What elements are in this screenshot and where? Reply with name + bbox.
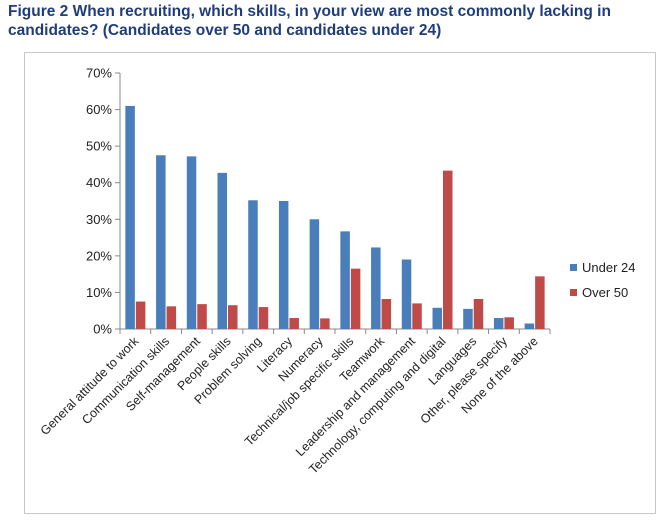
y-tick-label: 30% [86,212,112,227]
bar-over-50 [258,307,269,329]
bar-over-50 [197,304,207,329]
bar-under-24 [340,231,350,329]
bar-under-24 [186,156,197,329]
bar-under-24 [524,323,535,329]
y-tick-label: 60% [86,102,112,117]
y-tick-label: 50% [86,139,112,154]
bar-under-24 [401,259,412,329]
y-tick-label: 70% [86,66,112,81]
bar-over-50 [228,305,238,329]
bar-under-24 [278,201,289,329]
legend-label: Under 24 [582,260,635,275]
y-tick-label: 10% [86,285,112,300]
bar-over-50 [504,317,514,329]
y-tick-label: 40% [86,175,112,190]
bars [119,105,551,334]
bar-over-50 [289,318,299,329]
bar-over-50 [350,268,361,329]
bar-under-24 [217,172,227,329]
chart-title: Figure 2 When recruiting, which skills, … [8,3,611,39]
bar-under-24 [156,155,166,329]
bar-over-50 [166,306,177,329]
bar-over-50 [135,301,146,329]
legend-swatch [570,264,577,271]
bar-under-24 [125,105,135,330]
bar-under-24 [371,247,381,329]
bar-over-50 [320,318,330,329]
y-tick-label: 20% [86,248,112,263]
bar-over-50 [473,299,484,329]
bar-under-24 [463,308,473,329]
legend: Under 24 Over 50 [570,260,635,300]
bar-over-50 [535,276,545,329]
bar-under-24 [493,318,504,329]
bar-under-24 [309,219,320,329]
legend-swatch [570,289,577,296]
legend-label: Over 50 [582,285,628,300]
bar-over-50 [443,170,453,329]
bar-under-24 [432,307,442,329]
bar-under-24 [248,200,258,329]
bar-over-50 [412,303,422,329]
y-tick-label: 0% [93,322,112,337]
bar-over-50 [381,299,392,329]
